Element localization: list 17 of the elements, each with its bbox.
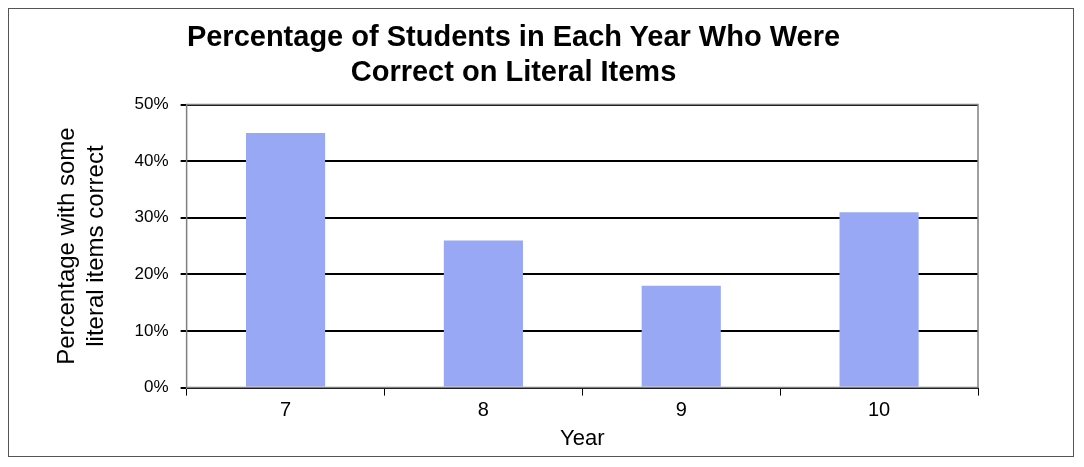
bar (245, 132, 326, 387)
y-tick-label: 30% (134, 207, 169, 227)
y-tick-label: 10% (134, 320, 169, 340)
x-tick-label: 7 (279, 398, 292, 421)
y-tick-label: 0% (144, 377, 169, 397)
y-tick-label: 20% (134, 264, 169, 284)
bar (641, 285, 721, 387)
x-tick-label: 10 (867, 398, 891, 421)
y-tick-label: 40% (134, 150, 169, 170)
chart-title: Percentage of Students in Each Year Who Were Correct on Literal Items (186, 20, 841, 88)
x-tick-label: 8 (477, 398, 489, 421)
bar (839, 212, 919, 387)
y-tick-label: 50% (134, 94, 169, 114)
bar (443, 240, 523, 387)
y-axis-title: Percentage with some literal items correct (52, 127, 108, 365)
x-tick-label: 9 (675, 398, 687, 421)
x-axis-title: Year (560, 424, 605, 450)
